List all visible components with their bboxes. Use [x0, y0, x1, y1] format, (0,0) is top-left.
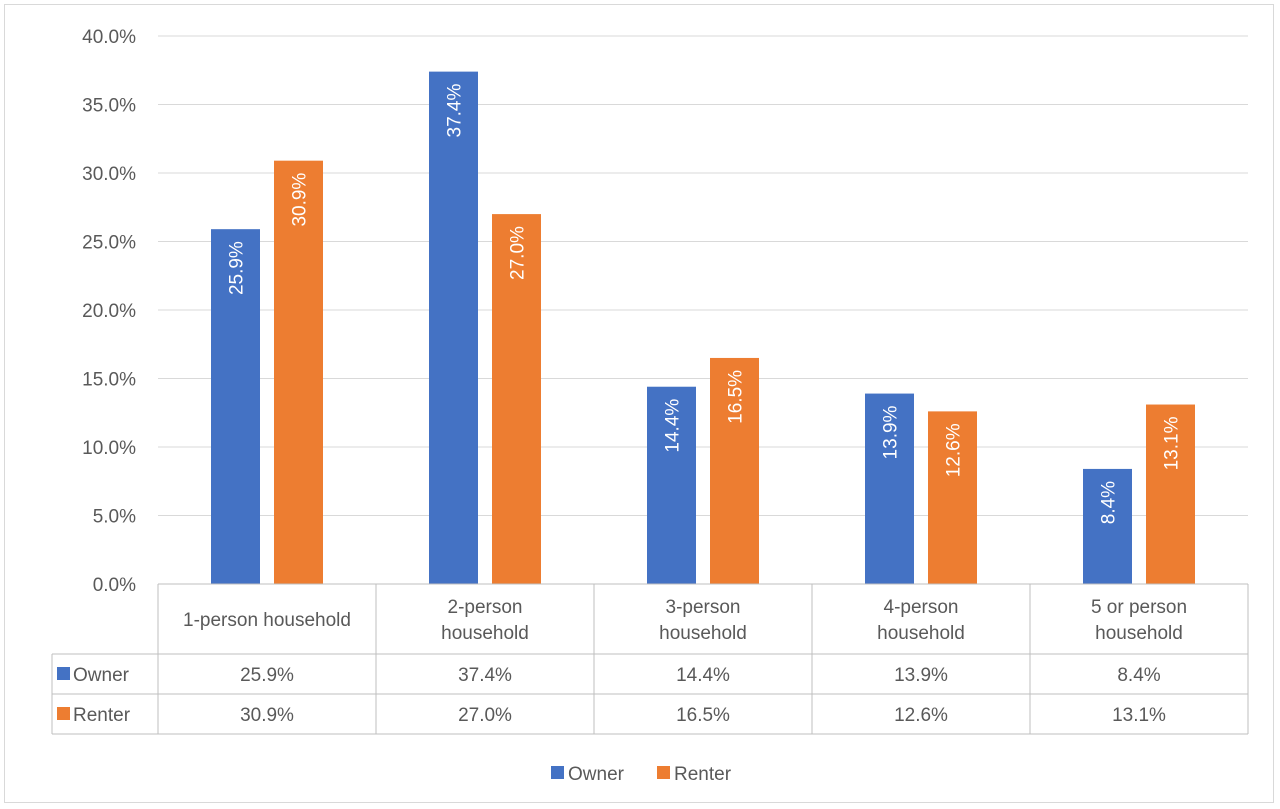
bar-renter [1146, 404, 1195, 584]
bar-owner [429, 71, 478, 585]
legend-key-owner [57, 667, 70, 680]
table-cell: 12.6% [894, 705, 948, 726]
category-label: 4-person [884, 597, 959, 618]
table-cell: 14.4% [676, 665, 730, 686]
bar-renter [710, 357, 759, 584]
data-label: 13.1% [1162, 416, 1183, 470]
category-label: household [1095, 623, 1183, 644]
y-tick-label: 40.0% [82, 27, 136, 48]
row-header: Owner [73, 665, 130, 686]
y-tick-label: 5.0% [93, 507, 136, 528]
bar-renter [928, 411, 977, 584]
data-label: 16.5% [726, 370, 747, 424]
table-cell: 8.4% [1117, 665, 1160, 686]
category-label: 1-person household [183, 610, 351, 631]
legend-key-renter [657, 766, 670, 779]
bar-renter [492, 214, 541, 584]
legend-key-owner [551, 766, 564, 779]
data-label: 25.9% [227, 241, 248, 295]
category-label: 2-person [448, 597, 523, 618]
data-label: 30.9% [290, 173, 311, 227]
table-cell: 13.1% [1112, 705, 1166, 726]
bar-owner [211, 229, 260, 585]
y-tick-label: 10.0% [82, 438, 136, 459]
category-label: household [441, 623, 529, 644]
table-cell: 30.9% [240, 705, 294, 726]
bar-owner [865, 393, 914, 584]
table-cell: 25.9% [240, 665, 294, 686]
data-label: 27.0% [508, 226, 529, 280]
bar-renter [274, 160, 323, 585]
bar-owner [1083, 468, 1132, 584]
legend-label: Owner [568, 764, 625, 785]
legend-label: Renter [674, 764, 732, 785]
category-label: 5 or person [1091, 597, 1187, 618]
table-cell: 13.9% [894, 665, 948, 686]
data-label: 14.4% [663, 399, 684, 453]
y-tick-label: 20.0% [82, 301, 136, 322]
y-tick-label: 0.0% [93, 575, 136, 596]
data-label: 12.6% [944, 423, 965, 477]
data-label: 8.4% [1099, 481, 1120, 524]
table-cell: 16.5% [676, 705, 730, 726]
table-cell: 27.0% [458, 705, 512, 726]
data-label: 37.4% [445, 84, 466, 138]
category-label: 3-person [666, 597, 741, 618]
y-tick-label: 25.0% [82, 233, 136, 254]
y-tick-label: 35.0% [82, 96, 136, 117]
row-header: Renter [73, 705, 131, 726]
bar-owner [647, 386, 696, 584]
table-cell: 37.4% [458, 665, 512, 686]
y-tick-label: 15.0% [82, 370, 136, 391]
data-label: 13.9% [881, 405, 902, 459]
category-label: household [877, 623, 965, 644]
legend-key-renter [57, 707, 70, 720]
y-tick-label: 30.0% [82, 164, 136, 185]
category-label: household [659, 623, 747, 644]
